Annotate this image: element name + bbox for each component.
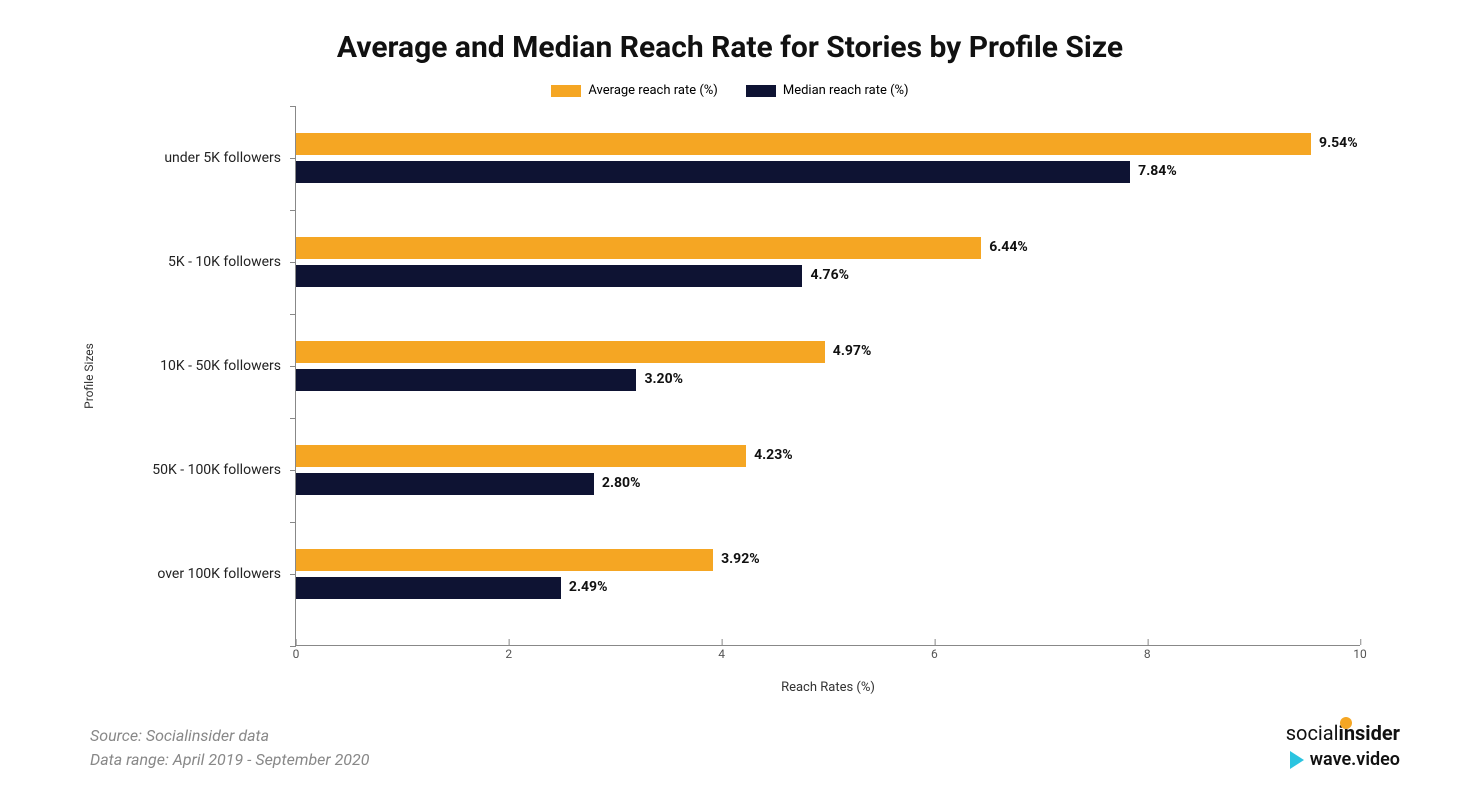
source-line: Source: Socialinsider data (90, 724, 369, 748)
logo2-text: wave.video (1310, 749, 1400, 770)
bar-median (296, 473, 594, 495)
bar-median (296, 369, 636, 391)
bar-average (296, 133, 1311, 155)
legend-label-average: Average reach rate (%) (588, 83, 717, 98)
y-tick (290, 158, 296, 159)
bar-value-label: 2.49% (569, 579, 608, 595)
wavevideo-logo: wave.video (1286, 749, 1400, 770)
bar-value-label: 4.76% (810, 267, 849, 283)
bar-value-label: 9.54% (1319, 135, 1358, 151)
y-category-label: under 5K followers (100, 106, 295, 210)
bar-value-label: 6.44% (989, 239, 1028, 255)
legend-item-median: Median reach rate (%) (746, 83, 909, 98)
plot-area: 0246810 Reach Rates (%) 9.54%7.84%6.44%4… (295, 106, 1360, 646)
y-axis-labels: under 5K followers5K - 10K followers10K … (100, 106, 295, 646)
bar-median (296, 161, 1130, 183)
legend-label-median: Median reach rate (%) (783, 83, 909, 98)
y-tick (290, 262, 296, 263)
x-axis-title: Reach Rates (%) (781, 680, 875, 695)
y-axis-title: Profile Sizes (82, 343, 96, 409)
y-tick (290, 418, 296, 419)
legend-swatch-median (746, 85, 776, 97)
y-tick (290, 106, 296, 107)
y-tick (290, 210, 296, 211)
bar-median (296, 265, 802, 287)
bar-value-label: 7.84% (1138, 163, 1177, 179)
legend-swatch-average (551, 85, 581, 97)
bar-value-label: 3.20% (644, 371, 683, 387)
logo-dot-icon (1340, 717, 1352, 729)
chart-area: Profile Sizes under 5K followers5K - 10K… (100, 106, 1360, 646)
logos: socialinsider wave.video (1286, 721, 1400, 770)
range-line: Data range: April 2019 - September 2020 (90, 748, 369, 772)
bar-value-label: 4.23% (754, 447, 793, 463)
bar-average (296, 237, 981, 259)
y-category-label: 10K - 50K followers (100, 314, 295, 418)
play-icon (1290, 751, 1304, 769)
bar-average (296, 445, 746, 467)
x-tick-label: 4 (718, 647, 725, 661)
y-tick (290, 646, 296, 647)
bar-average (296, 341, 825, 363)
y-tick (290, 522, 296, 523)
socialinsider-logo: socialinsider (1286, 721, 1400, 745)
x-tick-label: 0 (293, 647, 300, 661)
chart-title: Average and Median Reach Rate for Storie… (40, 30, 1420, 65)
y-tick (290, 470, 296, 471)
y-tick (290, 366, 296, 367)
y-tick (290, 314, 296, 315)
y-category-label: 5K - 10K followers (100, 210, 295, 314)
x-tick-label: 8 (1144, 647, 1151, 661)
footer-source: Source: Socialinsider data Data range: A… (90, 724, 369, 772)
x-tick-label: 6 (931, 647, 938, 661)
bar-median (296, 577, 561, 599)
logo1-part1: social (1286, 721, 1339, 745)
y-category-label: 50K - 100K followers (100, 418, 295, 522)
legend-item-average: Average reach rate (%) (551, 83, 717, 98)
bar-average (296, 549, 713, 571)
legend: Average reach rate (%) Median reach rate… (40, 83, 1420, 98)
y-tick (290, 574, 296, 575)
bar-value-label: 3.92% (721, 551, 760, 567)
bar-value-label: 4.97% (833, 343, 872, 359)
x-tick-label: 10 (1353, 647, 1367, 661)
x-tick-label: 2 (505, 647, 512, 661)
x-axis-ticks: 0246810 (296, 647, 1360, 667)
bar-value-label: 2.80% (602, 475, 641, 491)
y-category-label: over 100K followers (100, 522, 295, 626)
